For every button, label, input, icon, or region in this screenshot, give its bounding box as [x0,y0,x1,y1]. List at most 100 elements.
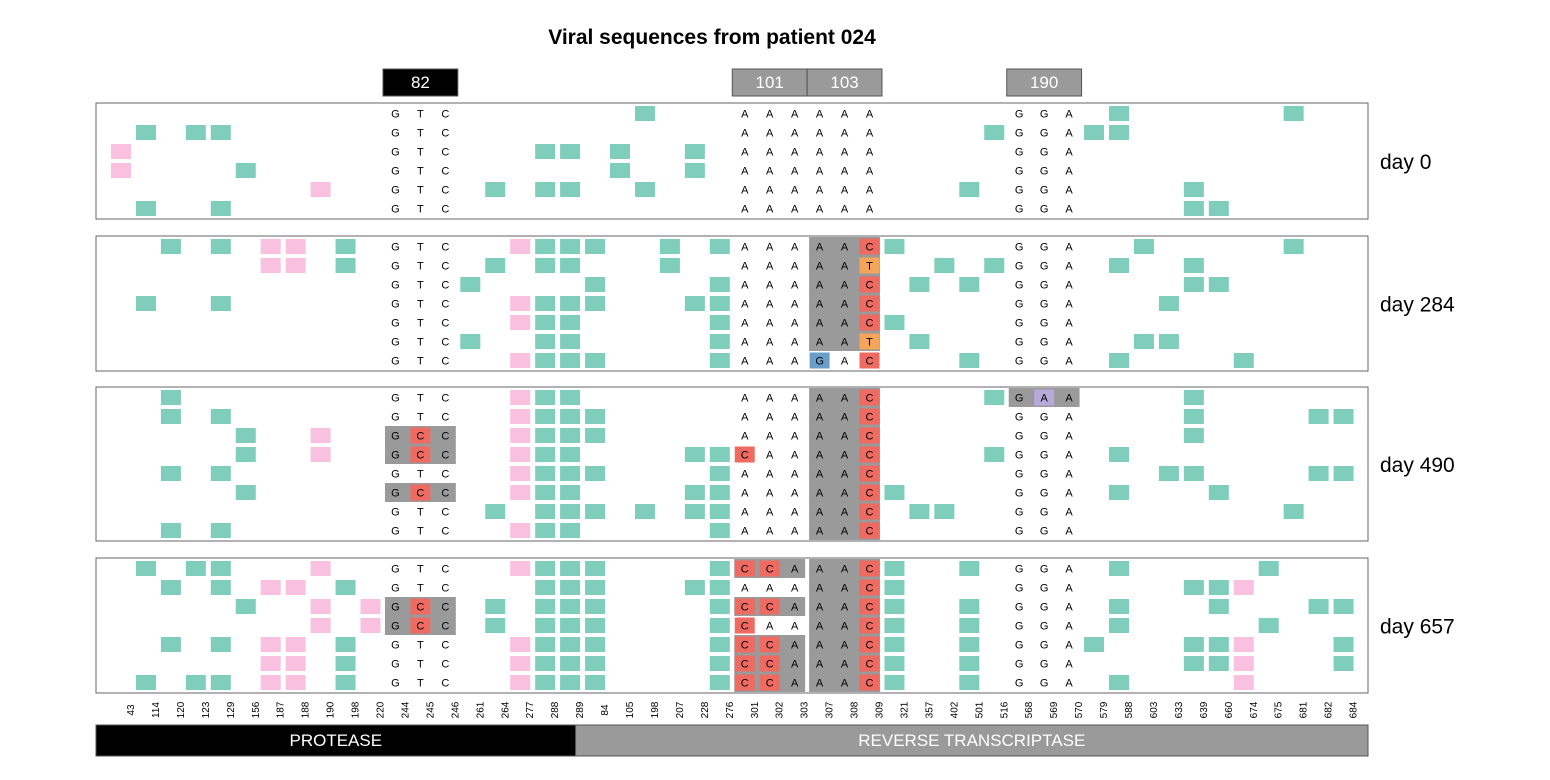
nucleotide: C [441,678,449,690]
nucleotide: A [791,621,799,633]
nucleotide: C [866,659,874,671]
mutation-cell [734,598,755,615]
nucleotide: G [1015,147,1024,159]
nucleotide: C [866,507,874,519]
nucleotide: A [791,412,799,424]
mutation-cell [759,655,780,672]
variant-cell [535,390,556,405]
nucleotide: C [441,526,449,538]
variant-cell [335,656,356,671]
variant-cell [510,409,531,424]
nucleotide: A [766,128,774,140]
nucleotide: A [841,450,849,462]
variant-cell [560,466,581,481]
variant-cell [310,618,331,633]
nucleotide: T [417,337,424,349]
variant-cell [709,447,730,462]
position-tick: 120 [176,701,187,718]
codon-label-box [382,68,459,97]
nucleotide: C [741,564,749,576]
nucleotide: C [741,659,749,671]
position-tick: 129 [226,701,237,718]
variant-cell [585,428,606,443]
nucleotide: A [741,526,749,538]
mutation-cell [859,484,880,501]
nucleotide: A [816,526,824,538]
mutation-cell [859,503,880,520]
nucleotide: G [1015,640,1024,652]
nucleotide: G [1040,128,1049,140]
nucleotide: C [866,583,874,595]
mutation-cell [859,617,880,634]
mutation-cell [859,389,880,406]
nucleotide: C [416,621,424,633]
variant-cell [884,485,905,500]
mutation-cell [859,276,880,293]
nucleotide: A [816,488,824,500]
variant-cell [160,523,181,538]
variant-cell [535,618,556,633]
nucleotide: C [441,621,449,633]
position-tick: 105 [625,701,636,718]
nucleotide: A [741,488,749,500]
variant-cell [909,334,930,349]
variant-cell [610,144,630,159]
variant-cell [111,163,131,178]
nucleotide: G [1015,393,1024,405]
variant-cell [634,504,655,519]
mutation-cell [859,522,880,539]
variant-cell [984,125,1005,140]
variant-cell [160,239,181,254]
nucleotide: A [1065,109,1073,121]
variant-cell [1283,106,1304,121]
nucleotide: A [816,242,824,254]
variant-cell [111,144,131,159]
mutation-cell [859,598,880,615]
variant-cell [510,675,531,690]
variant-cell [1183,277,1204,292]
variant-cell [485,599,506,614]
mutation-cell [734,560,755,577]
sample-panel: G T C A A A A A C G G AG T C A A A A A T G G AG T C A A A A A C G G AG T C A… [95,235,1455,372]
nucleotide: T [417,242,424,254]
variant-cell [1233,656,1254,671]
sample-panel: G T C A A A A A A G G AG T C A A A A A A G G AG T C A A A A A A G G AG T C A… [95,102,1431,220]
variant-cell [560,390,581,405]
variant-cell [535,315,556,330]
nucleotide: A [841,147,849,159]
mutation-cell [859,427,880,444]
variant-cell [235,163,256,178]
nucleotide: C [441,166,449,178]
mutation-cell [410,427,431,444]
variant-cell [210,637,231,652]
variant-cell [1109,599,1129,614]
nucleotide: C [441,299,449,311]
variant-cell [610,163,630,178]
nucleotide: A [816,261,824,273]
variant-cell [1109,675,1129,690]
nucleotide: A [791,109,799,121]
variant-cell [1158,334,1179,349]
variant-cell [585,637,606,652]
nucleotide: G [1015,166,1024,178]
nucleotide: C [416,450,424,462]
variant-cell [285,580,306,595]
variant-cell [235,428,256,443]
nucleotide: C [866,602,874,614]
variant-cell [709,485,730,500]
variant-cell [585,656,606,671]
nucleotide: G [391,166,400,178]
position-tick: 501 [974,701,985,718]
variant-cell [510,353,531,368]
nucleotide: A [866,147,874,159]
nucleotide: G [1040,583,1049,595]
variant-cell [160,637,181,652]
variant-cell [1308,599,1329,614]
variant-cell [1084,125,1105,140]
variant-cell [510,656,531,671]
nucleotide: C [866,450,874,462]
nucleotide: C [441,147,449,159]
